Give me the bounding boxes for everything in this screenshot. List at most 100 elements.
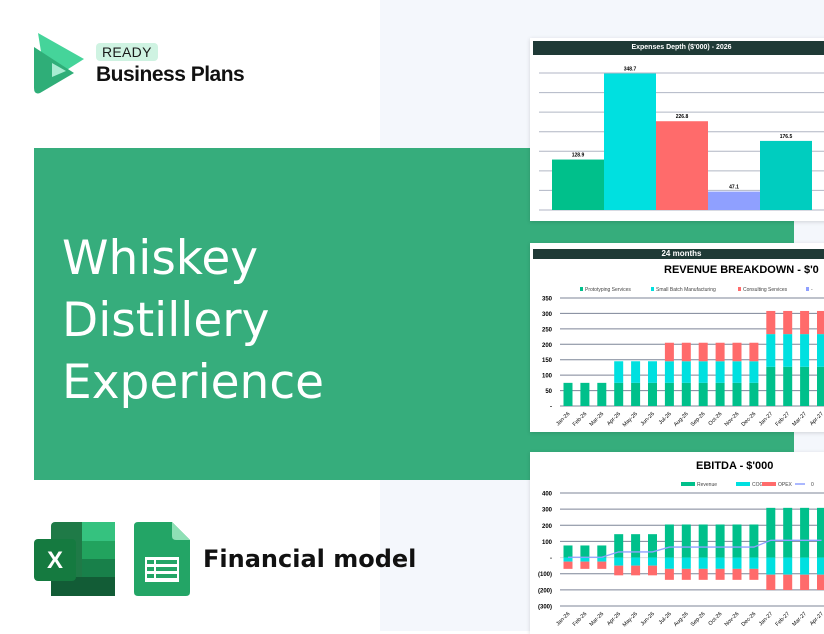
bar-segment (597, 561, 607, 569)
x-tick-label: Jul-26 (658, 411, 673, 426)
brand-tag: READY (96, 43, 158, 61)
bar-segment (698, 361, 708, 383)
legend-swatch (681, 482, 695, 486)
bar-segment (783, 557, 793, 575)
legend-swatch (762, 482, 776, 486)
bar-segment (580, 545, 590, 558)
title-line: Experience (62, 355, 325, 410)
x-tick-label: Jan-27 (758, 611, 774, 627)
bar-segment (715, 568, 725, 580)
y-tick-label: 200 (542, 343, 553, 349)
legend-swatch (580, 287, 583, 291)
y-tick-label: 400 (542, 492, 553, 498)
x-tick-label: Jan-26 (555, 611, 571, 627)
x-tick-label: Nov-26 (724, 411, 741, 428)
bar-segment (563, 545, 573, 558)
data-label: 47.1 (729, 185, 739, 191)
revenue-chart-card: 24 months REVENUE BREAKDOWN - $'0 - 50 100… (530, 243, 824, 432)
bar (552, 159, 604, 210)
bar-segment (800, 574, 810, 591)
hero-title: Whiskey Distillery Experience (62, 228, 324, 414)
legend-label: OPEX (778, 482, 793, 488)
x-tick-label: Mar-26 (589, 611, 606, 628)
bar-segment (631, 534, 641, 558)
bar-segment (698, 524, 708, 558)
x-tick-label: Feb-26 (572, 611, 589, 628)
data-label: 348.7 (624, 67, 637, 73)
bar-segment (715, 342, 725, 362)
bar-segment (580, 561, 590, 569)
bar-segment (800, 310, 810, 335)
bar-segment (698, 382, 708, 406)
data-label: 226.8 (676, 114, 689, 120)
bar-segment (783, 507, 793, 558)
excel-icon: X (34, 522, 115, 596)
legend-label: - (811, 287, 813, 293)
x-tick-label: Jul-26 (658, 611, 673, 626)
bar-segment (664, 524, 674, 558)
bar-segment (817, 507, 824, 558)
bar-segment (597, 545, 607, 558)
expenses-chart-card: Expenses Depth ($'000) - 2026 128.9 348.7… (530, 38, 824, 221)
bar-segment (732, 524, 742, 558)
x-tick-label: Aug-26 (673, 411, 690, 428)
x-tick-label: Dec-26 (741, 611, 758, 628)
bar-segment (698, 557, 708, 569)
bar (760, 140, 812, 210)
bar-segment (817, 366, 824, 406)
x-tick-label: Mar-26 (589, 411, 606, 428)
bar-segment (766, 366, 776, 406)
y-tick-label: 100 (542, 374, 553, 380)
bar-segment (563, 557, 573, 562)
y-tick-label: 200 (542, 524, 553, 530)
bar-segment (817, 310, 824, 335)
bar (604, 73, 656, 211)
bar-segment (766, 310, 776, 335)
bar-segment (783, 310, 793, 335)
bar-segment (563, 561, 573, 569)
bar-segment (715, 382, 725, 406)
bar-segment (766, 557, 776, 575)
x-tick-label: Mar-27 (791, 611, 808, 628)
bar-segment (749, 382, 759, 406)
x-tick-label: Oct-26 (708, 411, 724, 427)
title-line: Whiskey (62, 231, 259, 286)
x-tick-label: Apr-26 (606, 611, 622, 627)
chart-title: REVENUE BREAKDOWN - $'0 (664, 264, 819, 276)
ebitda-chart-card: EBITDA - $'000 (300) (200) (100) - 100 200 300… (530, 452, 824, 634)
x-tick-label: Jun-26 (640, 611, 656, 627)
legend-label: COGS (752, 482, 767, 488)
bar-segment (817, 574, 824, 591)
bar-segment (664, 361, 674, 383)
bar-segment (817, 557, 824, 575)
bar-segment (597, 382, 607, 406)
bar-segment (681, 557, 691, 569)
bar-segment (681, 361, 691, 383)
bar-segment (732, 382, 742, 406)
legend-swatch (651, 287, 654, 291)
y-tick-label: 350 (542, 297, 553, 303)
bar-segment (732, 342, 742, 362)
y-tick-label: 50 (545, 389, 552, 395)
chart-title: EBITDA - $'000 (696, 460, 774, 472)
bar-segment (631, 565, 641, 576)
x-tick-label: Feb-27 (775, 411, 792, 428)
brand-name: Business Plans (96, 63, 245, 86)
legend-label: Prototyping Services (585, 287, 631, 293)
bar-segment (648, 557, 657, 566)
bar-segment (664, 382, 674, 406)
line-series (568, 539, 822, 558)
bar-segment (681, 382, 691, 406)
bar-segment (715, 524, 725, 558)
bar-segment (698, 342, 708, 362)
y-tick-label: 150 (542, 358, 553, 364)
x-tick-label: Feb-27 (775, 611, 792, 628)
bar-segment (664, 568, 674, 580)
bar-segment (732, 568, 742, 580)
y-tick-label: - (550, 405, 552, 411)
bar-segment (732, 361, 742, 383)
bar-segment (614, 361, 624, 383)
data-label: 176.5 (780, 134, 793, 140)
bar-segment (664, 342, 674, 362)
x-tick-label: Apr-27 (809, 611, 824, 627)
